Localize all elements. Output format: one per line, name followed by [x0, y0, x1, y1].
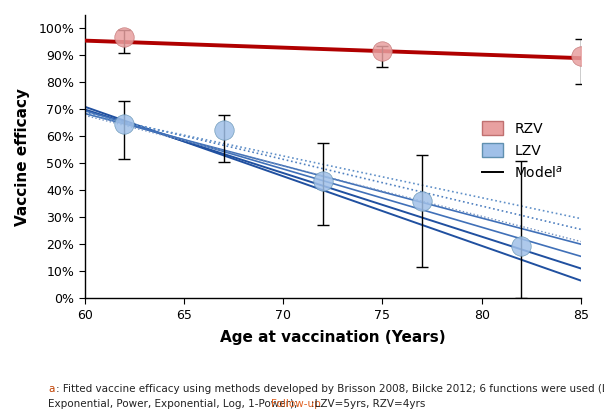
Text: :LZV=5yrs, RZV=4yrs: :LZV=5yrs, RZV=4yrs — [311, 399, 425, 409]
Legend: RZV, LZV, Model$^a$: RZV, LZV, Model$^a$ — [477, 116, 569, 186]
Y-axis label: Vaccine efficacy: Vaccine efficacy — [15, 88, 30, 226]
X-axis label: Age at vaccination (Years): Age at vaccination (Years) — [220, 330, 446, 345]
Text: Exponential, Power, Exponential, Log, 1-Power);: Exponential, Power, Exponential, Log, 1-… — [48, 399, 301, 409]
Text: Follow-up: Follow-up — [271, 399, 320, 409]
Text: : Fitted vaccine efficacy using methods developed by Brisson 2008, Bilcke 2012; : : Fitted vaccine efficacy using methods … — [56, 384, 604, 394]
Text: a: a — [48, 384, 55, 394]
